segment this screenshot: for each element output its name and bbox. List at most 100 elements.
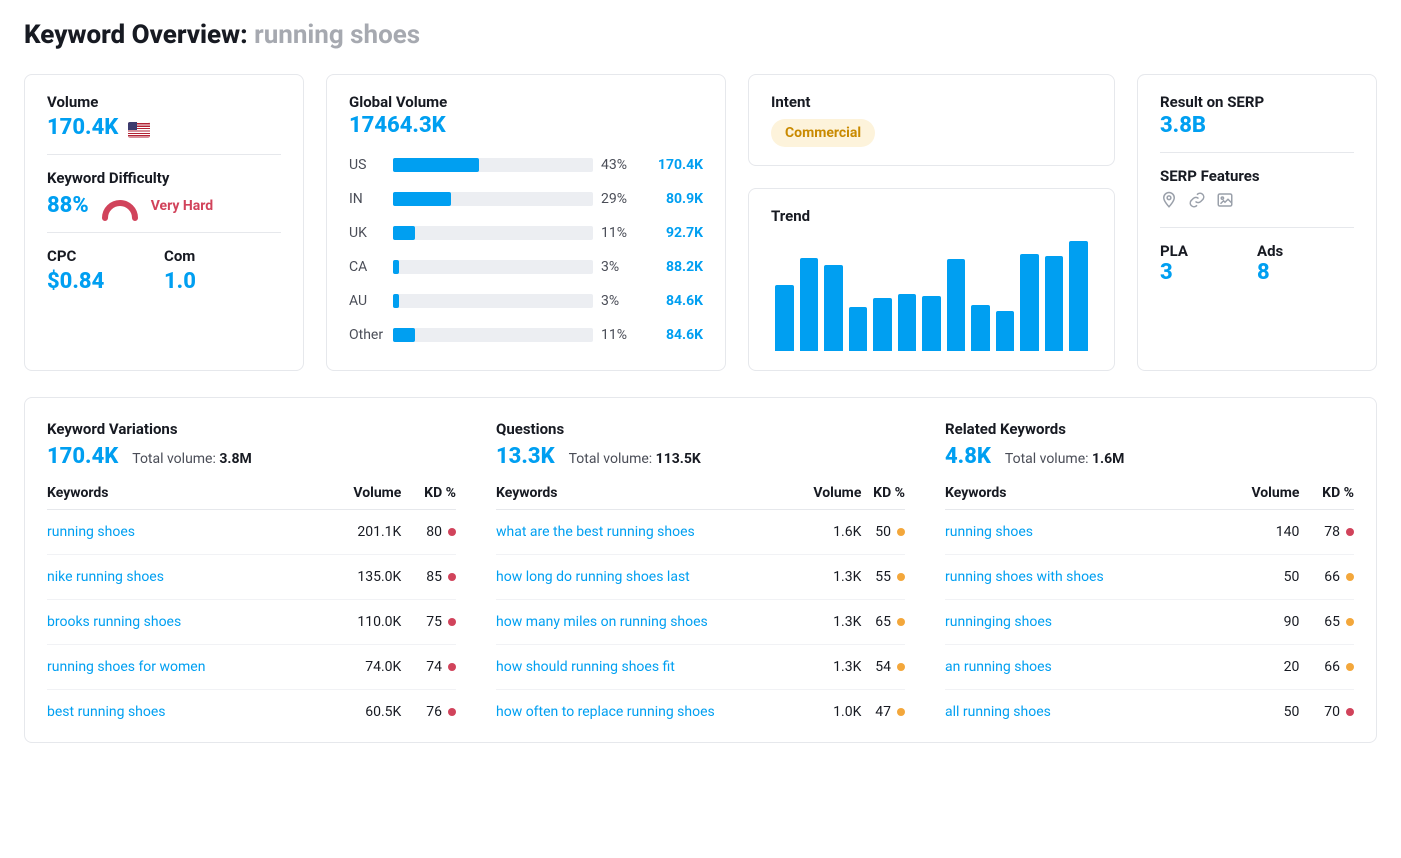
difficulty-gauge-icon bbox=[99, 194, 141, 218]
column-header-volume: Volume bbox=[796, 477, 862, 510]
pla-value: 3 bbox=[1160, 260, 1257, 285]
keyword-link[interactable]: how often to replace running shoes bbox=[496, 704, 715, 720]
keyword-kd: 66 bbox=[1299, 555, 1354, 600]
result-on-serp-value: 3.8B bbox=[1160, 113, 1354, 138]
kd-dot-icon bbox=[448, 663, 456, 671]
questions-title: Questions bbox=[496, 420, 905, 438]
keyword-link[interactable]: how long do running shoes last bbox=[496, 569, 690, 585]
keyword-volume: 74.0K bbox=[319, 645, 401, 690]
keyword-link[interactable]: all running shoes bbox=[945, 704, 1051, 720]
volume-bar-fill bbox=[393, 158, 479, 172]
keyword-kd: 65 bbox=[1299, 600, 1354, 645]
keyword-kd: 85 bbox=[401, 555, 456, 600]
pin-icon bbox=[1160, 191, 1178, 213]
table-row: running shoes201.1K80 bbox=[47, 510, 456, 555]
volume-percent: 43% bbox=[593, 157, 641, 173]
keyword-volume: 50 bbox=[1217, 555, 1299, 600]
keyword-variations-count: 170.4K bbox=[47, 444, 118, 469]
trend-bar bbox=[873, 298, 892, 351]
keyword-volume: 140 bbox=[1217, 510, 1299, 555]
keyword-link[interactable]: best running shoes bbox=[47, 704, 166, 720]
table-row: all running shoes5070 bbox=[945, 690, 1354, 735]
keyword-difficulty-label: Keyword Difficulty bbox=[47, 169, 281, 187]
keyword-link[interactable]: an running shoes bbox=[945, 659, 1052, 675]
table-row: running shoes14078 bbox=[945, 510, 1354, 555]
trend-bar bbox=[1069, 241, 1088, 351]
kd-dot-icon bbox=[448, 573, 456, 581]
keyword-link[interactable]: running shoes for women bbox=[47, 659, 205, 675]
related-keywords-total-value: 1.6M bbox=[1092, 451, 1124, 467]
intent-label: Intent bbox=[771, 93, 1092, 111]
kd-dot-icon bbox=[448, 708, 456, 716]
questions-table: KeywordsVolumeKD %what are the best runn… bbox=[496, 477, 905, 734]
related-keywords-title: Related Keywords bbox=[945, 420, 1354, 438]
country-code: IN bbox=[349, 191, 393, 207]
table-row: best running shoes60.5K76 bbox=[47, 690, 456, 735]
related-keywords-section: Related Keywords 4.8K Total volume: 1.6M… bbox=[945, 420, 1354, 734]
link-icon bbox=[1188, 191, 1206, 213]
keyword-volume: 110.0K bbox=[319, 600, 401, 645]
keyword-volume: 135.0K bbox=[319, 555, 401, 600]
keyword-link[interactable]: running shoes with shoes bbox=[945, 569, 1104, 585]
flag-us-icon bbox=[128, 122, 150, 138]
trend-bar bbox=[1045, 256, 1064, 351]
keyword-kd: 54 bbox=[861, 645, 905, 690]
kd-dot-icon bbox=[1346, 708, 1354, 716]
trend-bar bbox=[849, 307, 868, 351]
keyword-link[interactable]: how many miles on running shoes bbox=[496, 614, 708, 630]
trend-bar bbox=[775, 285, 794, 351]
keyword-variations-section: Keyword Variations 170.4K Total volume: … bbox=[47, 420, 456, 734]
table-row: running shoes for women74.0K74 bbox=[47, 645, 456, 690]
volume-bar-track bbox=[393, 192, 593, 206]
country-code: CA bbox=[349, 259, 393, 275]
keyword-link[interactable]: nike running shoes bbox=[47, 569, 164, 585]
keyword-variations-table: KeywordsVolumeKD %running shoes201.1K80n… bbox=[47, 477, 456, 734]
global-volume-card: Global Volume 17464.3K US43%170.4KIN29%8… bbox=[326, 74, 726, 371]
intent-trend-column: Intent Commercial Trend bbox=[748, 74, 1115, 371]
column-header-kd: KD % bbox=[861, 477, 905, 510]
country-code: Other bbox=[349, 327, 393, 343]
related-keywords-total-label: Total volume: bbox=[1005, 451, 1092, 467]
serp-card: Result on SERP 3.8B SERP Features PLA 3 … bbox=[1137, 74, 1377, 371]
keyword-link[interactable]: how should running shoes fit bbox=[496, 659, 675, 675]
country-code: UK bbox=[349, 225, 393, 241]
intent-badge: Commercial bbox=[771, 119, 875, 147]
questions-count: 13.3K bbox=[496, 444, 555, 469]
keyword-volume: 1.3K bbox=[796, 555, 862, 600]
global-volume-row: IN29%80.9K bbox=[349, 182, 703, 216]
com-label: Com bbox=[164, 247, 281, 265]
volume-bar-fill bbox=[393, 260, 399, 274]
global-volume-row: US43%170.4K bbox=[349, 148, 703, 182]
table-row: brooks running shoes110.0K75 bbox=[47, 600, 456, 645]
volume-percent: 29% bbox=[593, 191, 641, 207]
trend-bar bbox=[922, 296, 941, 351]
volume-bar-track bbox=[393, 260, 593, 274]
keyword-volume: 201.1K bbox=[319, 510, 401, 555]
kd-dot-icon bbox=[897, 573, 905, 581]
questions-section: Questions 13.3K Total volume: 113.5K Key… bbox=[496, 420, 905, 734]
keyword-link[interactable]: brooks running shoes bbox=[47, 614, 181, 630]
trend-chart bbox=[771, 241, 1092, 351]
volume-bar-track bbox=[393, 328, 593, 342]
column-header-kd: KD % bbox=[401, 477, 456, 510]
trend-bar bbox=[947, 259, 966, 351]
keyword-link[interactable]: running shoes bbox=[47, 524, 135, 540]
trend-bar bbox=[1020, 254, 1039, 351]
table-row: how long do running shoes last 1.3K55 bbox=[496, 555, 905, 600]
global-volume-rows: US43%170.4KIN29%80.9KUK11%92.7KCA3%88.2K… bbox=[349, 148, 703, 352]
questions-total-label: Total volume: bbox=[569, 451, 656, 467]
volume-value: 84.6K bbox=[641, 293, 703, 309]
table-row: how should running shoes fit1.3K54 bbox=[496, 645, 905, 690]
global-volume-label: Global Volume bbox=[349, 93, 703, 111]
keyword-link[interactable]: what are the best running shoes bbox=[496, 524, 695, 540]
trend-bar bbox=[800, 258, 819, 352]
table-row: nike running shoes 135.0K85 bbox=[47, 555, 456, 600]
keyword-kd: 66 bbox=[1299, 645, 1354, 690]
country-code: AU bbox=[349, 293, 393, 309]
result-on-serp-label: Result on SERP bbox=[1160, 93, 1354, 111]
keyword-link[interactable]: running shoes bbox=[945, 524, 1033, 540]
keyword-volume: 1.6K bbox=[796, 510, 862, 555]
volume-bar-track bbox=[393, 158, 593, 172]
keyword-kd: 55 bbox=[861, 555, 905, 600]
keyword-link[interactable]: runninging shoes bbox=[945, 614, 1052, 630]
